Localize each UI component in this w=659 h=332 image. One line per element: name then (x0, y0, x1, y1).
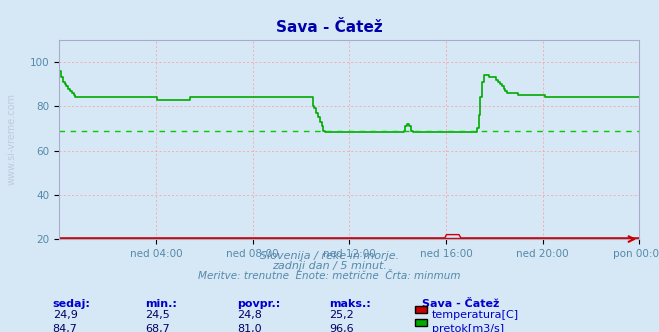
Text: Sava - Čatež: Sava - Čatež (276, 20, 383, 35)
Text: sedaj:: sedaj: (53, 299, 90, 309)
Text: povpr.:: povpr.: (237, 299, 281, 309)
Text: 25,2: 25,2 (330, 310, 355, 320)
Text: min.:: min.: (145, 299, 177, 309)
Text: www.si-vreme.com: www.si-vreme.com (7, 93, 16, 186)
Text: 81,0: 81,0 (237, 324, 262, 332)
Text: Meritve: trenutne  Enote: metrične  Črta: minmum: Meritve: trenutne Enote: metrične Črta: … (198, 271, 461, 281)
Text: 24,5: 24,5 (145, 310, 170, 320)
Text: 24,9: 24,9 (53, 310, 78, 320)
Text: maks.:: maks.: (330, 299, 371, 309)
Text: pretok[m3/s]: pretok[m3/s] (432, 324, 503, 332)
Text: 84,7: 84,7 (53, 324, 78, 332)
Text: 24,8: 24,8 (237, 310, 262, 320)
Text: 96,6: 96,6 (330, 324, 354, 332)
Text: 68,7: 68,7 (145, 324, 170, 332)
Text: Sava - Čatež: Sava - Čatež (422, 299, 499, 309)
Text: temperatura[C]: temperatura[C] (432, 310, 519, 320)
Text: zadnji dan / 5 minut.: zadnji dan / 5 minut. (272, 261, 387, 271)
Text: Slovenija / reke in morje.: Slovenija / reke in morje. (260, 251, 399, 261)
